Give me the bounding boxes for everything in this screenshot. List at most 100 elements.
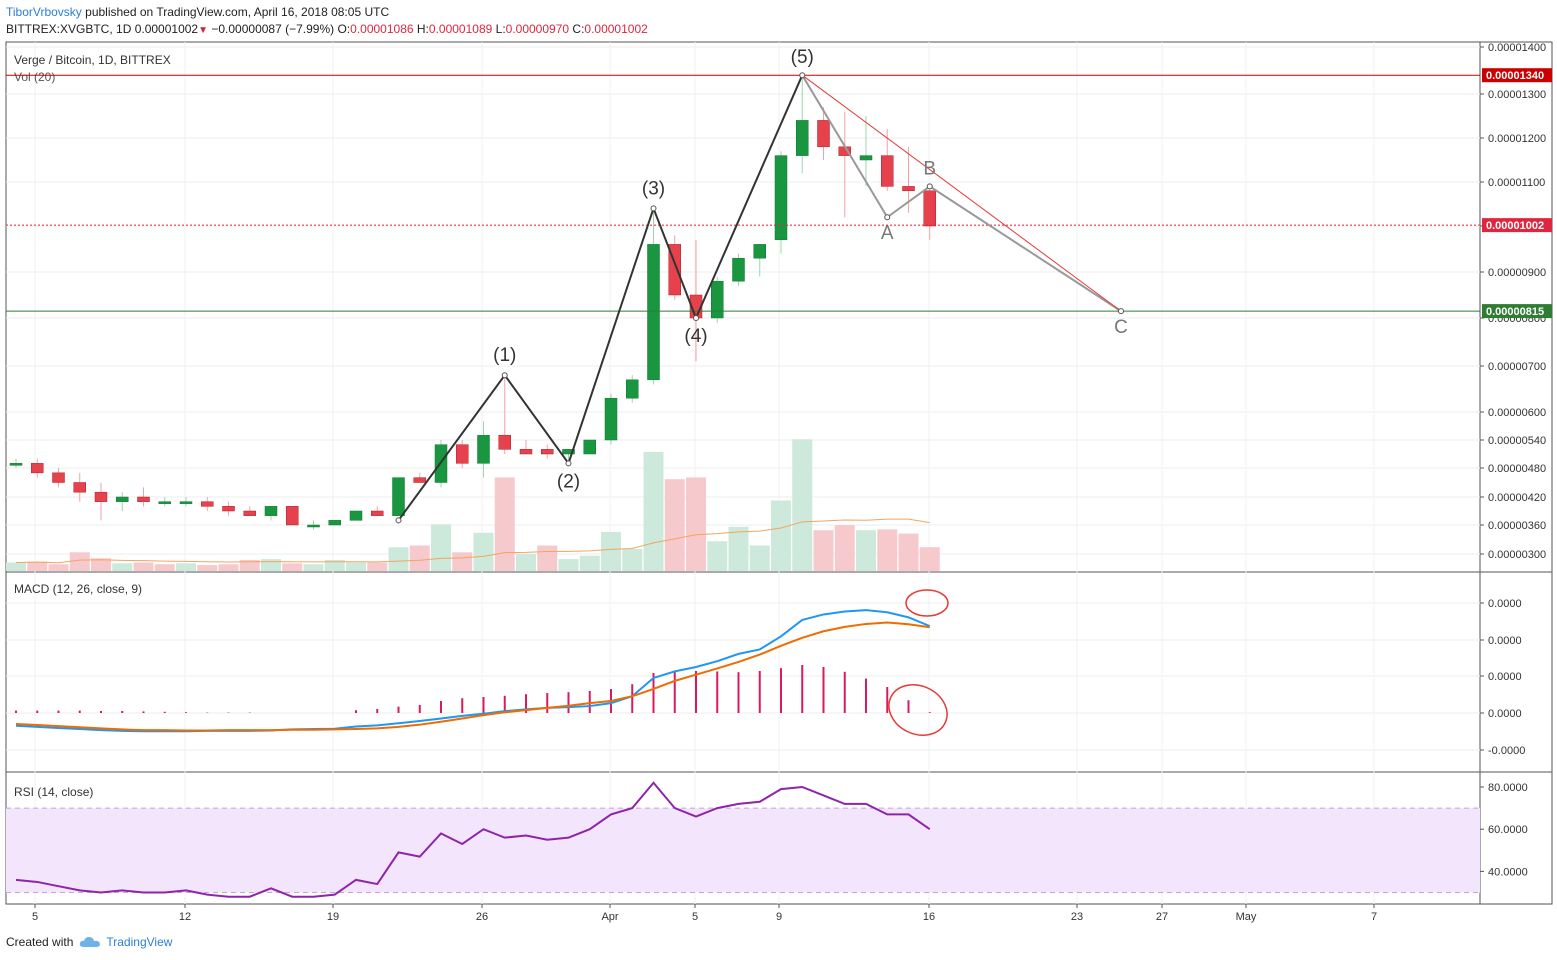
candle bbox=[456, 444, 469, 464]
volume-bar bbox=[856, 530, 876, 571]
volume-bar bbox=[686, 477, 706, 571]
volume-bar bbox=[91, 558, 111, 571]
candle bbox=[201, 501, 214, 507]
volume-bar bbox=[112, 563, 133, 571]
candle bbox=[349, 510, 363, 521]
rsi-line bbox=[15, 781, 931, 898]
candle bbox=[52, 472, 65, 483]
candle bbox=[541, 449, 554, 455]
candle bbox=[796, 120, 809, 156]
price-level-label: 0.00000815 bbox=[1486, 306, 1544, 318]
candle bbox=[711, 280, 724, 319]
candle bbox=[562, 449, 575, 455]
x-tick-label: 23 bbox=[1071, 911, 1083, 923]
candle bbox=[626, 379, 639, 399]
volume-bar bbox=[749, 545, 770, 571]
x-tick-label: May bbox=[1236, 911, 1257, 923]
volume-bar bbox=[69, 552, 90, 571]
price-level-badge bbox=[1482, 218, 1552, 233]
x-tick-label: 16 bbox=[923, 911, 935, 923]
candle bbox=[859, 155, 873, 161]
symbol-label: BITTREX:XVGBTC, 1D bbox=[6, 22, 132, 36]
candle bbox=[179, 501, 193, 504]
wave-label: (1) bbox=[493, 345, 516, 366]
wave-point bbox=[501, 372, 508, 379]
price-level-badge bbox=[1482, 68, 1552, 83]
low-label: L: bbox=[495, 22, 506, 36]
volume-bar bbox=[324, 559, 345, 571]
macd-title: MACD (12, 26, close, 9) bbox=[14, 582, 142, 596]
wave-label: (4) bbox=[684, 326, 707, 347]
rsi-band bbox=[6, 808, 1480, 893]
candle bbox=[137, 496, 150, 502]
macd-tick-label: 0.0000 bbox=[1488, 598, 1522, 610]
candle bbox=[583, 439, 596, 455]
x-tick-label: 7 bbox=[1371, 911, 1377, 923]
volume-bar bbox=[877, 529, 898, 571]
volume-bar bbox=[133, 562, 154, 571]
y-tick-label: 0.00000900 bbox=[1488, 267, 1546, 279]
wave-point bbox=[1118, 308, 1124, 315]
candle bbox=[222, 506, 235, 512]
candle bbox=[392, 477, 405, 516]
volume-bar bbox=[898, 533, 919, 571]
price-level-badge bbox=[1482, 304, 1552, 319]
candle bbox=[94, 491, 108, 502]
volume-label: Vol (20) bbox=[14, 70, 55, 84]
wave-point bbox=[395, 517, 402, 524]
volume-bar bbox=[664, 479, 685, 571]
tradingview-link[interactable]: TradingView bbox=[79, 935, 172, 949]
candle bbox=[923, 190, 936, 227]
volume-bar bbox=[261, 559, 281, 571]
price-level-label: 0.00001002 bbox=[1486, 220, 1544, 232]
trading-chart[interactable]: 0.00001400 0.00001300 0.00001200 0.00001100… bbox=[0, 40, 1557, 928]
volume-bar bbox=[282, 563, 303, 571]
wave-label: A bbox=[881, 223, 894, 244]
wave-point bbox=[693, 315, 699, 321]
wave-point bbox=[926, 183, 933, 190]
rsi-title: RSI (14, close) bbox=[14, 785, 93, 799]
volume-ma-line bbox=[15, 518, 930, 564]
impulse-wave-line bbox=[397, 74, 804, 521]
candle bbox=[264, 506, 278, 516]
volume-bar bbox=[6, 562, 26, 571]
volume-bar bbox=[579, 555, 600, 571]
y-tick-label: 0.00000420 bbox=[1488, 492, 1546, 504]
wave-label: (2) bbox=[557, 471, 580, 492]
y-tick-label: 0.00001200 bbox=[1488, 133, 1546, 145]
volume-bar bbox=[218, 564, 239, 571]
candle bbox=[31, 463, 44, 474]
y-tick-label: 0.00000360 bbox=[1488, 520, 1546, 532]
high-label: H: bbox=[416, 22, 429, 36]
down-triangle-icon: ▼ bbox=[198, 25, 209, 36]
y-tick-label: 0.00001400 bbox=[1488, 42, 1546, 54]
correction-wave-line bbox=[801, 74, 1122, 312]
volume-bar bbox=[197, 565, 218, 571]
volume-bar bbox=[601, 531, 621, 571]
volume-bar bbox=[558, 559, 579, 571]
tradingview-brand: TradingView bbox=[106, 935, 173, 949]
macd-tick-label: 0.0000 bbox=[1488, 708, 1522, 720]
volume-bar bbox=[303, 564, 324, 571]
candle bbox=[243, 510, 256, 516]
candle bbox=[371, 510, 384, 516]
open-value: 0.00001086 bbox=[350, 22, 414, 36]
volume-bar bbox=[431, 524, 451, 571]
volume-bar bbox=[834, 525, 855, 571]
high-value: 0.00001089 bbox=[428, 22, 493, 36]
candle bbox=[881, 155, 894, 187]
author-link[interactable]: TiborVrbovsky bbox=[6, 5, 82, 19]
y-tick-label: 0.00000540 bbox=[1488, 435, 1546, 447]
x-tick-label: 12 bbox=[179, 911, 191, 923]
x-tick-label: 9 bbox=[776, 911, 782, 923]
wave-label: C bbox=[1114, 317, 1128, 338]
volume-bar bbox=[728, 526, 749, 571]
candle bbox=[647, 244, 660, 381]
wave-point bbox=[799, 72, 806, 79]
rsi-tick-label: 80.0000 bbox=[1488, 782, 1528, 794]
volume-bar bbox=[494, 477, 515, 571]
candle bbox=[73, 482, 86, 493]
macd-tick-label: -0.0000 bbox=[1488, 745, 1525, 757]
candle bbox=[413, 477, 426, 483]
publish-text: published on TradingView.com, April 16, … bbox=[85, 5, 390, 19]
